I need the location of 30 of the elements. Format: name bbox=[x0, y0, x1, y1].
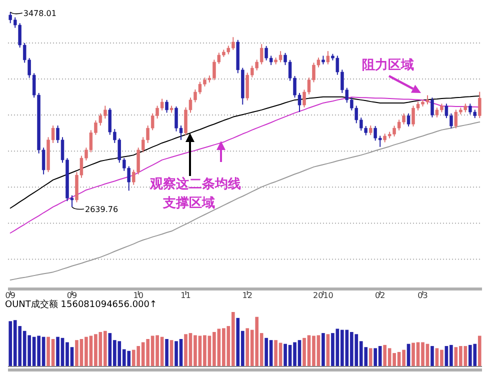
x-tick-label: 03 bbox=[418, 291, 428, 300]
x-tick-label: 09 bbox=[5, 291, 16, 300]
annotation: 阻力区域 bbox=[362, 58, 414, 73]
bar bbox=[165, 339, 168, 366]
candlestick bbox=[406, 112, 410, 127]
annotation: 2639.76 bbox=[84, 205, 118, 214]
bar bbox=[430, 346, 434, 366]
bar bbox=[368, 348, 372, 366]
x-tick-label: 2010 bbox=[313, 291, 334, 300]
bar bbox=[478, 336, 482, 366]
candlestick bbox=[430, 97, 434, 118]
x-tick-label: 02 bbox=[374, 291, 386, 300]
bar bbox=[322, 333, 325, 366]
bar bbox=[231, 312, 235, 366]
candlestick bbox=[478, 91, 482, 119]
x-tick-label: 10 bbox=[133, 291, 144, 300]
candlestick bbox=[326, 50, 330, 65]
chart-title: OUNT成交额 156081094656.000↑ bbox=[5, 299, 158, 310]
bar bbox=[170, 340, 174, 366]
annotation: 观察这二条均线 bbox=[149, 176, 241, 192]
x-tick-label: 09 bbox=[66, 291, 78, 300]
x-tick-label: 12 bbox=[242, 291, 252, 300]
bar bbox=[406, 344, 410, 366]
annotation: 支撑区域 bbox=[162, 196, 215, 211]
annotation: 3478.01 bbox=[23, 9, 56, 18]
x-tick-label: 11 bbox=[180, 291, 191, 300]
bar bbox=[374, 348, 378, 366]
candlestick bbox=[165, 99, 168, 114]
bar bbox=[326, 334, 330, 366]
candlestick bbox=[368, 125, 372, 136]
